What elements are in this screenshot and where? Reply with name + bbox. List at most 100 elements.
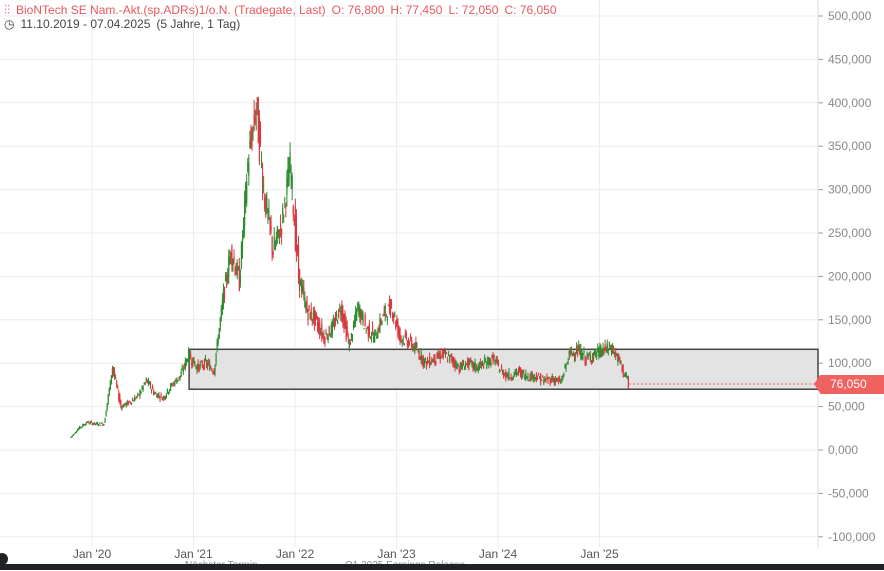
candle-body <box>257 99 259 144</box>
candle-body <box>326 338 328 340</box>
candle-body <box>516 372 518 374</box>
candle-body <box>130 402 133 404</box>
candle-body <box>617 354 619 362</box>
candle-body <box>162 396 164 399</box>
candle-body <box>399 328 401 340</box>
candle-body <box>402 338 404 341</box>
candle-body <box>332 320 335 326</box>
candle-body <box>424 358 427 361</box>
candle-body <box>374 333 376 343</box>
candle-body <box>202 365 204 367</box>
candle-body <box>328 326 330 335</box>
candle-body <box>462 362 465 366</box>
candle-body <box>621 365 623 371</box>
candle-body <box>422 357 424 366</box>
candle-body <box>509 377 511 379</box>
candle-body <box>282 207 284 215</box>
candle-body <box>494 360 496 364</box>
candle-body <box>406 341 409 347</box>
candle-body <box>613 346 615 353</box>
candle-body <box>510 376 512 379</box>
candle-body <box>571 353 573 356</box>
candle-body <box>75 431 78 433</box>
candle-body <box>122 405 124 408</box>
candle-body <box>350 333 352 338</box>
candle-body <box>179 375 181 378</box>
candle-body <box>481 361 484 365</box>
candle-body <box>259 122 262 143</box>
candle-body <box>377 332 379 339</box>
candle-body <box>291 175 293 189</box>
candle-body <box>564 366 566 369</box>
candle-body <box>149 382 152 389</box>
candle-body <box>324 337 326 343</box>
candle-body <box>137 393 139 395</box>
candle-body <box>443 350 446 352</box>
candle-body <box>427 362 430 364</box>
candle-body <box>412 346 414 350</box>
candle-body <box>158 394 160 396</box>
candle-body <box>384 305 386 317</box>
candle-body <box>228 257 230 277</box>
candle-body <box>313 309 315 326</box>
candle-body <box>421 356 423 365</box>
candle-body <box>495 359 497 363</box>
candle-body <box>192 357 194 367</box>
candle-body <box>286 177 288 195</box>
candle-body <box>81 426 83 428</box>
candle-body <box>258 117 261 161</box>
candle-body <box>398 330 400 336</box>
candle-body <box>550 378 552 383</box>
scroll-handle[interactable] <box>0 553 8 565</box>
candle-body <box>260 159 263 162</box>
candle-body <box>113 370 116 378</box>
y-tick-label: -100,000 <box>828 530 876 544</box>
candle-body <box>174 381 176 386</box>
candle-body <box>183 364 185 367</box>
candle-body <box>395 321 397 328</box>
candle-body <box>274 242 276 250</box>
candle-body <box>83 424 85 426</box>
candle-body <box>363 328 365 330</box>
candle-body <box>618 355 620 359</box>
candle-body <box>599 346 601 357</box>
candle-body <box>452 356 454 364</box>
candle-body <box>230 252 232 257</box>
candle-body <box>474 362 476 370</box>
candle-body <box>518 368 521 370</box>
candle-body <box>622 365 624 375</box>
candle-body <box>107 395 109 403</box>
candle-body <box>381 320 383 322</box>
candle-body <box>353 320 356 325</box>
candle-body <box>396 319 398 326</box>
candle-body <box>501 370 504 375</box>
y-tick-label: 500,000 <box>828 9 872 23</box>
candle-body <box>204 358 207 361</box>
y-tick-label: 250,000 <box>828 226 872 240</box>
candle-body <box>468 359 470 369</box>
candle-body <box>587 355 589 357</box>
candle-body <box>232 262 234 264</box>
candle-body <box>234 266 236 275</box>
candlestick-icon[interactable]: ⫶⫶ <box>4 3 11 17</box>
candle-body <box>153 390 155 395</box>
bottom-bar <box>0 564 884 570</box>
x-tick-label: Jan '24 <box>479 547 518 561</box>
candle-body <box>610 349 613 352</box>
candle-body <box>288 170 290 187</box>
candle-body <box>214 364 216 375</box>
candle-body <box>298 269 301 291</box>
candle-body <box>256 97 258 101</box>
candle-body <box>420 351 422 360</box>
candle-body <box>542 376 544 378</box>
candle-body <box>526 376 528 379</box>
candle-body <box>361 310 363 319</box>
candle-body <box>567 361 569 363</box>
candle-body <box>148 382 151 385</box>
candle-body <box>200 361 202 363</box>
low-value: L: 72,050 <box>448 3 499 17</box>
candle-body <box>545 378 547 382</box>
candle-body <box>270 225 272 231</box>
candle-body <box>444 353 447 356</box>
candle-body <box>145 378 147 381</box>
